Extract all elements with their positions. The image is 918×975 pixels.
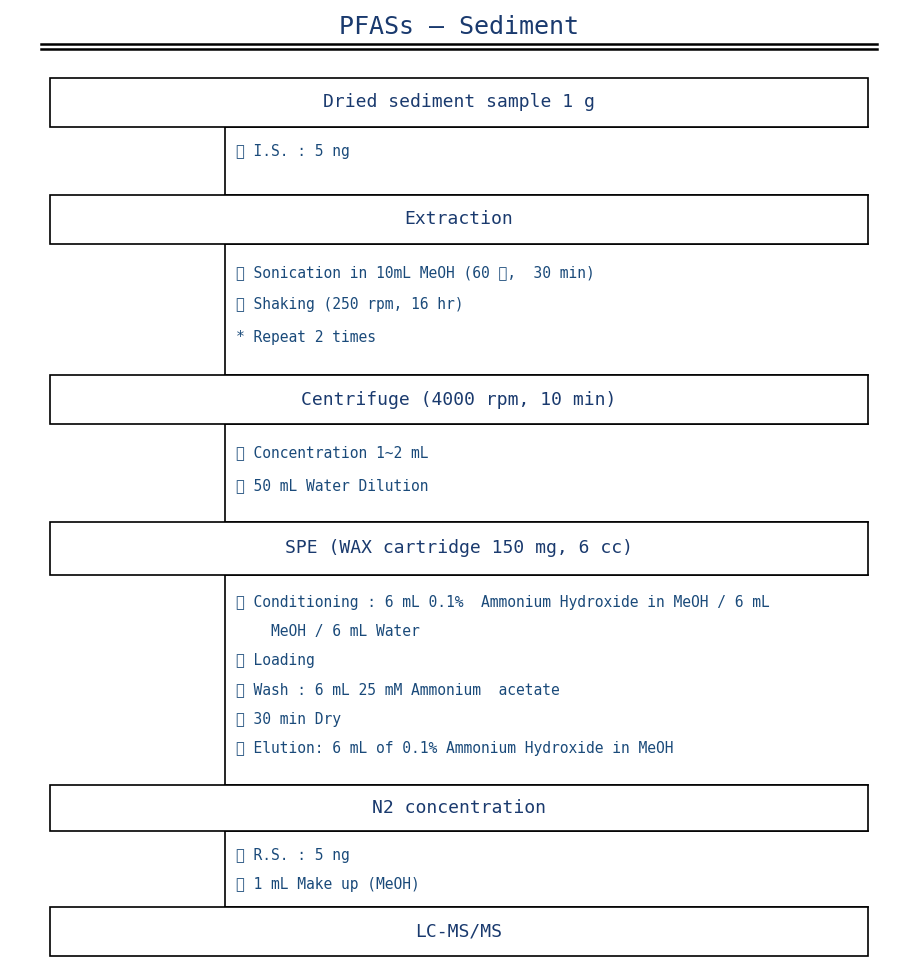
Text: ③ Wash : 6 mL 25 mM Ammonium  acetate: ③ Wash : 6 mL 25 mM Ammonium acetate [236,682,560,697]
Text: ④ 30 min Dry: ④ 30 min Dry [236,712,341,726]
Text: * Repeat 2 times: * Repeat 2 times [236,330,376,344]
Text: ① Concentration 1~2 mL: ① Concentration 1~2 mL [236,446,429,460]
FancyBboxPatch shape [50,522,868,575]
Text: ① Sonication in 10mL MeOH (60 ℃,  30 min): ① Sonication in 10mL MeOH (60 ℃, 30 min) [236,265,595,280]
Text: ① Conditioning : 6 mL 0.1%  Ammonium Hydroxide in MeOH / 6 mL: ① Conditioning : 6 mL 0.1% Ammonium Hydr… [236,595,769,609]
Text: ② 50 mL Water Dilution: ② 50 mL Water Dilution [236,478,429,492]
Text: LC-MS/MS: LC-MS/MS [416,922,502,940]
Text: PFASs – Sediment: PFASs – Sediment [339,16,579,39]
Text: SPE (WAX cartridge 150 mg, 6 cc): SPE (WAX cartridge 150 mg, 6 cc) [285,539,633,558]
Text: ① I.S. : 5 ng: ① I.S. : 5 ng [236,144,350,159]
Text: Dried sediment sample 1 g: Dried sediment sample 1 g [323,94,595,111]
Text: ① R.S. : 5 ng: ① R.S. : 5 ng [236,848,350,863]
Text: MeOH / 6 mL Water: MeOH / 6 mL Water [236,624,420,639]
Text: N2 concentration: N2 concentration [372,799,546,817]
Text: ② 1 mL Make up (MeOH): ② 1 mL Make up (MeOH) [236,878,420,892]
Text: Extraction: Extraction [405,211,513,228]
FancyBboxPatch shape [50,375,868,424]
Text: Centrifuge (4000 rpm, 10 min): Centrifuge (4000 rpm, 10 min) [301,391,617,409]
FancyBboxPatch shape [50,195,868,244]
Text: ⑤ Elution: 6 mL of 0.1% Ammonium Hydroxide in MeOH: ⑤ Elution: 6 mL of 0.1% Ammonium Hydroxi… [236,741,674,756]
FancyBboxPatch shape [50,907,868,955]
FancyBboxPatch shape [50,78,868,127]
Text: ② Loading: ② Loading [236,653,315,668]
Text: ② Shaking (250 rpm, 16 hr): ② Shaking (250 rpm, 16 hr) [236,297,464,312]
FancyBboxPatch shape [50,785,868,831]
